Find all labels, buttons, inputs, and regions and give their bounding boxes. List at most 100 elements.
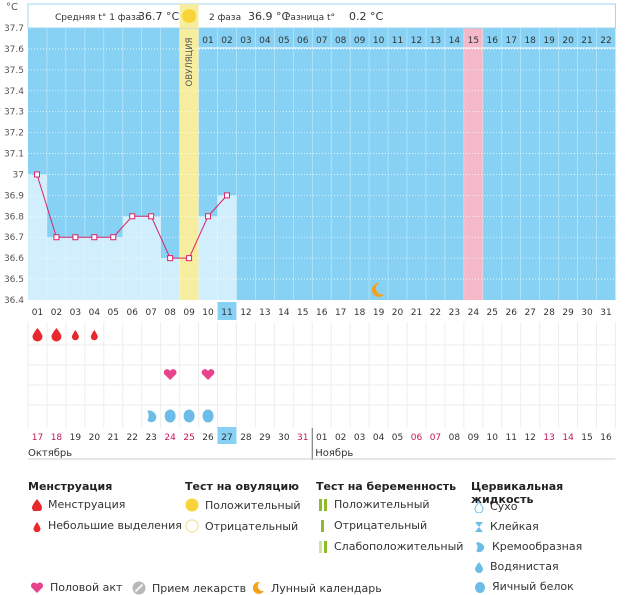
temperature-bar	[84, 237, 104, 300]
watery-fluid-icon	[183, 409, 195, 423]
calendar-date: 03	[354, 433, 365, 443]
post-ovulation-day-number: 06	[297, 36, 309, 46]
cycle-day-number: 12	[240, 308, 251, 318]
temperature-point	[186, 255, 193, 262]
temperature-point	[205, 213, 212, 220]
cycle-day-number: 06	[126, 308, 138, 318]
calendar-date: 13	[543, 433, 554, 443]
heart-icon	[163, 369, 177, 380]
legend-fluid-creamy-label: Кремообразная	[492, 540, 583, 553]
stat-phase2-value: 36.9 °C	[248, 10, 289, 23]
temperature-bar	[160, 258, 180, 300]
cycle-day-number: 30	[581, 308, 593, 318]
moon-icon	[371, 282, 385, 297]
y-tick-label: 36.4	[4, 296, 24, 306]
y-tick-label: 37.3	[4, 108, 24, 118]
post-ovulation-day-number: 17	[505, 36, 516, 46]
spotting-icon	[90, 330, 98, 341]
temperature-point	[53, 234, 60, 241]
post-ovulation-day-number: 14	[449, 36, 461, 46]
calendar-date: 15	[581, 433, 592, 443]
temperature-bar	[46, 237, 66, 300]
calendar-date: 22	[126, 433, 137, 443]
legend-spotting-label: Небольшие выделения	[48, 519, 182, 532]
y-tick-label: 37.2	[4, 129, 24, 139]
y-unit-label: °C	[6, 2, 18, 13]
legend-preg-positive: Положительный	[318, 498, 430, 511]
cycle-day-number: 03	[70, 308, 81, 318]
weak-line-icon	[319, 540, 327, 553]
legend-fluid-sticky-label: Клейкая	[490, 520, 539, 533]
y-tick-label: 37.1	[4, 150, 24, 160]
heart-icon	[201, 369, 215, 380]
legend-ovulation-negative-label: Отрицательный	[205, 519, 299, 533]
legend-fluid-eggwhite: Яичный белок	[474, 580, 574, 593]
cycle-day-number: 20	[392, 308, 404, 318]
heart-icon	[30, 581, 44, 593]
sun-filled-icon	[185, 498, 199, 512]
post-ovulation-day-number: 15	[468, 36, 479, 46]
legend-intercourse: Половой акт	[30, 581, 122, 594]
legend-preg-negative-label: Отрицательный	[334, 519, 428, 532]
calendar-date: 24	[164, 433, 176, 443]
cycle-day-number: 13	[259, 308, 270, 318]
legend-medication: Прием лекарств	[132, 581, 246, 595]
menstruation-icon	[51, 328, 62, 342]
legend-fluid-creamy: Кремообразная	[474, 540, 582, 553]
legend-medication-label: Прием лекарств	[152, 581, 247, 595]
legend-fluid-dry: Сухо	[474, 500, 517, 513]
calendar-date: 26	[202, 433, 214, 443]
post-ovulation-day-number: 22	[600, 36, 611, 46]
single-line-icon	[321, 519, 324, 532]
stat-phase2-label: 2 фаза	[209, 13, 241, 23]
legend-fluid-sticky: Клейкая	[474, 520, 539, 533]
cycle-day-number: 21	[411, 308, 422, 318]
post-ovulation-day-number: 02	[221, 36, 232, 46]
calendar-date: 05	[392, 433, 403, 443]
legend-ovulation-negative: Отрицательный	[185, 519, 298, 533]
y-tick-label: 36.5	[4, 275, 24, 285]
cycle-day-number: 14	[278, 308, 290, 318]
post-ovulation-day-number: 03	[240, 36, 251, 46]
ovulation-column	[179, 28, 199, 300]
cycle-day-number: 27	[524, 308, 535, 318]
calendar-date: 18	[51, 433, 63, 443]
current-day-cell	[217, 302, 237, 320]
post-ovulation-day-number: 12	[411, 36, 422, 46]
symptom-grid	[28, 322, 616, 428]
legend-fluid-dry-label: Сухо	[490, 500, 518, 513]
temperature-bar	[122, 216, 142, 300]
cycle-day-number: 23	[449, 308, 460, 318]
post-ovulation-day-number: 04	[259, 36, 271, 46]
cycle-day-number: 25	[487, 308, 498, 318]
creamy-drop-icon	[476, 541, 485, 552]
calendar-date: 12	[524, 433, 535, 443]
pill-icon	[132, 581, 146, 595]
cycle-day-number: 19	[373, 308, 385, 318]
post-ovulation-day-number: 11	[392, 36, 403, 46]
cycle-day-number: 29	[562, 308, 574, 318]
temperature-point	[34, 171, 40, 178]
calendar-date: 27	[221, 433, 232, 443]
temperature-point	[72, 234, 79, 241]
legend-menstruation-label: Менструация	[48, 498, 126, 511]
y-tick-label: 36.9	[4, 191, 24, 201]
current-date-cell	[217, 427, 237, 444]
temperature-point	[129, 213, 136, 220]
cycle-day-number: 31	[600, 308, 611, 318]
hourglass-icon	[475, 521, 483, 532]
post-ovulation-day-number: 21	[581, 36, 592, 46]
legend-preg-weak-label: Слабоположительный	[334, 540, 464, 553]
temperature-point	[167, 255, 174, 262]
y-tick-label: 37.4	[4, 87, 24, 97]
calendar-date: 04	[373, 433, 385, 443]
cycle-day-number: 22	[430, 308, 441, 318]
cycle-day-number: 11	[221, 308, 232, 318]
legend-preg-positive-label: Положительный	[334, 498, 430, 511]
legend-preg-weak: Слабоположительный	[318, 540, 463, 553]
stat-phase1-label: Средняя t° 1 фаза	[55, 13, 141, 23]
month-label: Ноябрь	[315, 448, 353, 459]
cycle-day-number: 07	[145, 308, 156, 318]
sun-outline-icon	[185, 519, 199, 533]
calendar-date: 31	[297, 433, 308, 443]
